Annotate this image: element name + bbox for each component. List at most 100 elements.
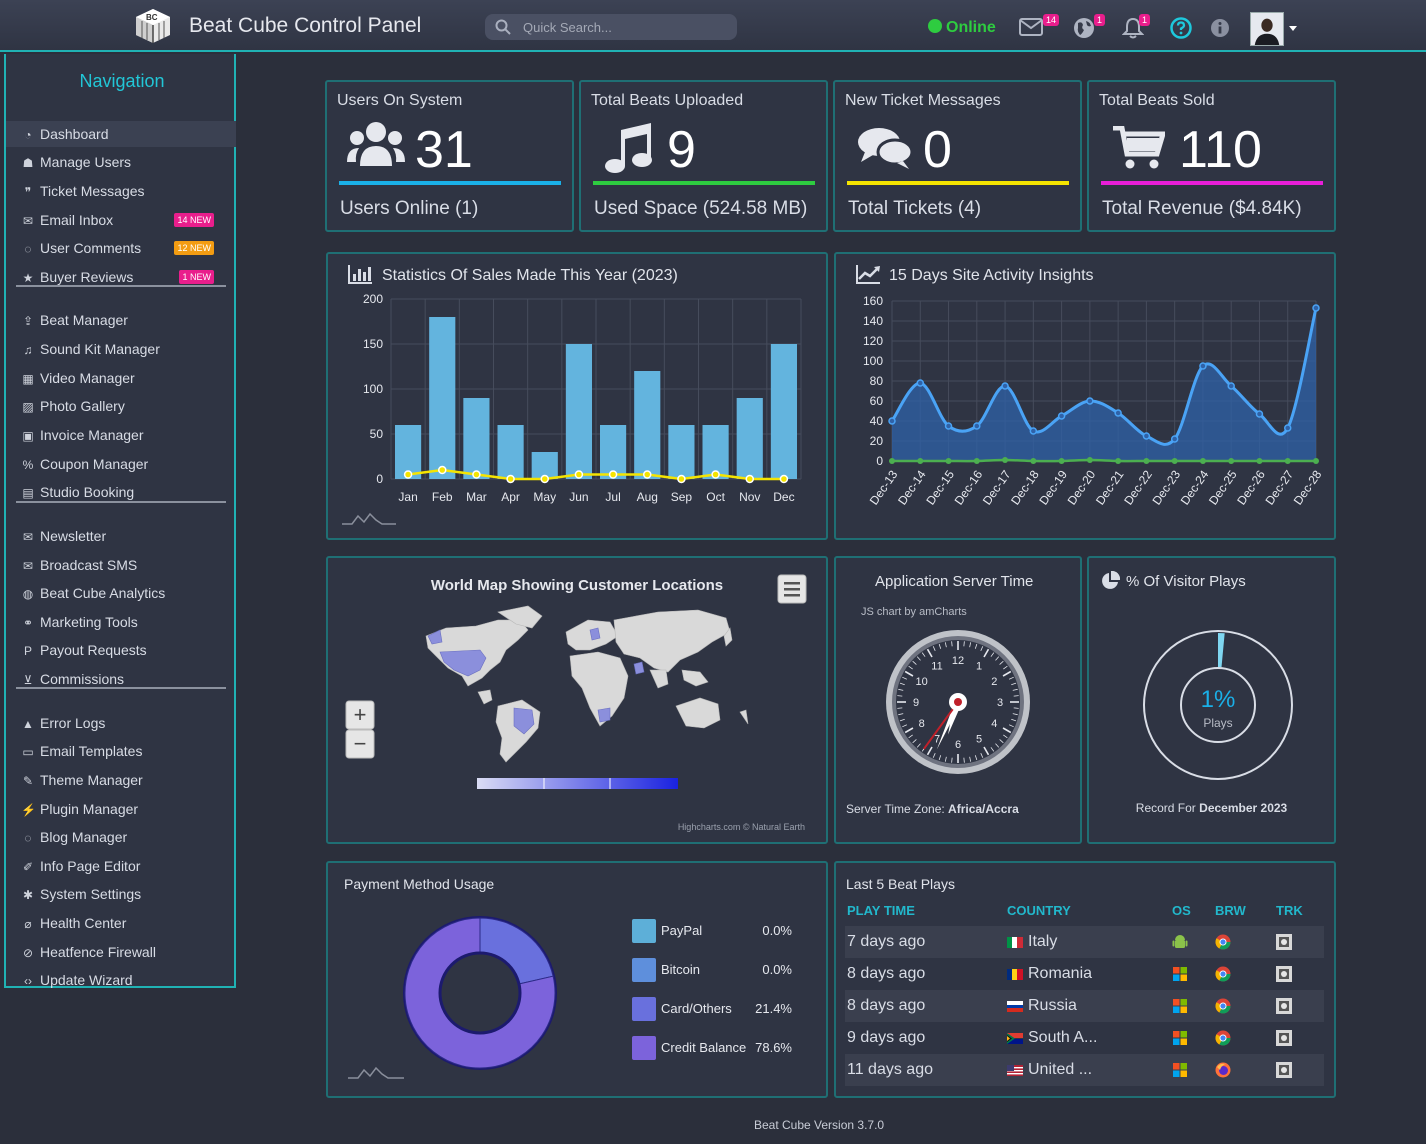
clock-tick [951,641,953,647]
sales-bar[interactable] [668,425,695,479]
sidebar-item-theme-manager[interactable]: ✎ Theme Manager [6,767,236,793]
track-artwork-thumbnail[interactable] [1276,1062,1292,1078]
sales-bar[interactable] [565,344,592,479]
legend-item[interactable]: PayPal 0.0% [632,919,792,943]
sales-bar[interactable] [702,425,729,479]
envelope-icon[interactable] [1019,18,1043,36]
globe-icon[interactable] [1073,17,1095,39]
sales-bar[interactable] [736,398,763,479]
stat-value: 0 [923,121,952,179]
stat-card-users[interactable]: Users On System 31 Users Online (1) [325,80,574,232]
legend-item[interactable]: Bitcoin 0.0% [632,958,792,982]
chevron-down-icon[interactable] [1289,26,1297,31]
sidebar-item-commissions[interactable]: ⊻ Commissions [6,666,236,692]
table-row[interactable]: 8 days ago Romania [845,958,1324,990]
table-row[interactable]: 8 days ago Russia [845,990,1324,1022]
sales-bar[interactable] [463,398,490,479]
zoom-in-button[interactable]: + [345,700,375,730]
sidebar-item-sound-kit-manager[interactable]: ♫ Sound Kit Manager [6,336,236,362]
sales-bar[interactable] [600,425,627,479]
sidebar-item-user-comments[interactable]: ◌ User Comments 12 NEW [6,235,236,261]
sidebar-item-beat-cube-analytics[interactable]: ◍ Beat Cube Analytics [6,580,236,606]
sidebar-item-broadcast-sms[interactable]: ✉ Broadcast SMS [6,552,236,578]
line-point [574,470,584,479]
clock-hour-label: 11 [931,661,942,673]
sidebar-item-heatfence-firewall[interactable]: ⊘ Heatfence Firewall [6,939,236,965]
zoom-out-button[interactable]: − [345,729,375,759]
ban-icon: ⊘ [22,946,34,960]
sales-bar-chart[interactable]: 0 50 100 150 200 Jan Feb Mar Apr May Jun Jul Aug Sep O… [328,254,826,538]
windows-icon [1173,1063,1187,1077]
question-icon[interactable] [1170,17,1192,39]
payment-method-title: Payment Method Usage [344,876,495,892]
line-point [438,465,447,475]
track-artwork-thumbnail[interactable] [1276,1030,1292,1046]
beat-cube-logo[interactable]: BC [134,8,172,44]
payment-donut-chart[interactable] [400,913,560,1073]
search-input[interactable] [523,17,723,37]
info-icon[interactable] [1210,18,1230,38]
sidebar-item-dashboard[interactable]: ◔ Dashboard [6,121,236,147]
map-color-axis [477,778,678,789]
sidebar-item-email-templates[interactable]: ▭ Email Templates [6,738,236,764]
table-row[interactable]: 11 days ago United ... [845,1054,1324,1086]
sidebar-item-photo-gallery[interactable]: ▨ Photo Gallery [6,393,236,419]
sales-bar[interactable] [497,425,524,479]
sales-bar[interactable] [634,371,661,479]
visitor-plays-panel: % Of Visitor Plays 1% Plays Record For De… [1087,556,1336,844]
world-map[interactable]: World Map Showing Customer Locations [328,558,826,842]
activity-secondary-point [1256,458,1263,464]
table-row[interactable]: 7 days ago Italy [845,926,1324,958]
clock-tick [974,643,978,649]
sidebar-item-health-center[interactable]: ⌀ Health Center [6,910,236,936]
sidebar-item-payout-requests[interactable]: P Payout Requests [6,637,236,663]
sidebar-item-ticket-messages[interactable]: ❞ Ticket Messages [6,178,236,204]
legend-item[interactable]: Credit Balance 78.6% [632,1036,792,1060]
sidebar-item-blog-manager[interactable]: ◌ Blog Manager [6,824,236,850]
sidebar-item-email-inbox[interactable]: ✉ Email Inbox 14 NEW [6,207,236,233]
activity-point [1199,362,1207,370]
sidebar-item-video-manager[interactable]: ▦ Video Manager [6,365,236,391]
sidebar-item-studio-booking[interactable]: ▤ Studio Booking [6,479,236,505]
sales-bar[interactable] [429,317,456,479]
sidebar-item-update-wizard[interactable]: ‹› Update Wizard [6,967,236,993]
country-name: United ... [1028,1061,1093,1078]
line-point [472,470,481,479]
activity-line [890,307,1318,446]
sidebar-item-error-logs[interactable]: ▲ Error Logs [6,710,236,736]
activity-area-chart[interactable]: 020406080100120140160Dec-13Dec-14Dec-15D… [836,254,1334,538]
quick-search[interactable] [485,14,737,40]
sidebar-item-invoice-manager[interactable]: ▣ Invoice Manager [6,422,236,448]
sales-bar[interactable] [770,344,797,479]
sidebar-item-manage-users[interactable]: ☗ Manage Users [6,149,236,175]
sidebar-item-newsletter[interactable]: ✉ Newsletter [6,523,236,549]
sidebar-item-beat-manager[interactable]: ⇪ Beat Manager [6,307,236,333]
track-artwork-thumbnail[interactable] [1276,998,1292,1014]
stat-card-sales[interactable]: Total Beats Sold 110 Total Revenue ($4.8… [1087,80,1336,232]
sidebar-item-label: Beat Cube Analytics [40,585,166,601]
sidebar-item-marketing-tools[interactable]: ⚭ Marketing Tools [6,609,236,635]
user-avatar[interactable] [1250,12,1284,46]
track-artwork-thumbnail[interactable] [1276,934,1292,950]
sidebar-item-plugin-manager[interactable]: ⚡ Plugin Manager [6,796,236,822]
stat-card-beats[interactable]: Total Beats Uploaded 9 Used Space (524.5… [579,80,828,232]
clock-tick [1003,665,1008,670]
sidebar-item-coupon-manager[interactable]: % Coupon Manager [6,451,236,477]
activity-point [1255,410,1264,418]
clock-tick [1012,688,1018,691]
track-artwork-thumbnail[interactable] [1276,966,1292,982]
users-icon [347,122,405,166]
windows-icon [1173,999,1187,1013]
sales-bar[interactable] [531,452,558,479]
map-menu-button[interactable] [777,574,807,604]
bell-icon[interactable] [1122,17,1144,39]
sidebar-item-system-settings[interactable]: ✱ System Settings [6,881,236,907]
stat-card-tickets[interactable]: New Ticket Messages 0 Total Tickets (4) [833,80,1082,232]
clock-tick [999,660,1004,665]
sidebar-item-buyer-reviews[interactable]: ★ Buyer Reviews 1 NEW [6,264,236,290]
sidebar-item-info-page-editor[interactable]: ✐ Info Page Editor [6,853,236,879]
legend-item[interactable]: Card/Others 21.4% [632,997,792,1021]
stat-value: 110 [1179,121,1262,179]
table-row[interactable]: 9 days ago South A... [845,1022,1324,1054]
sales-bar[interactable] [395,425,422,479]
